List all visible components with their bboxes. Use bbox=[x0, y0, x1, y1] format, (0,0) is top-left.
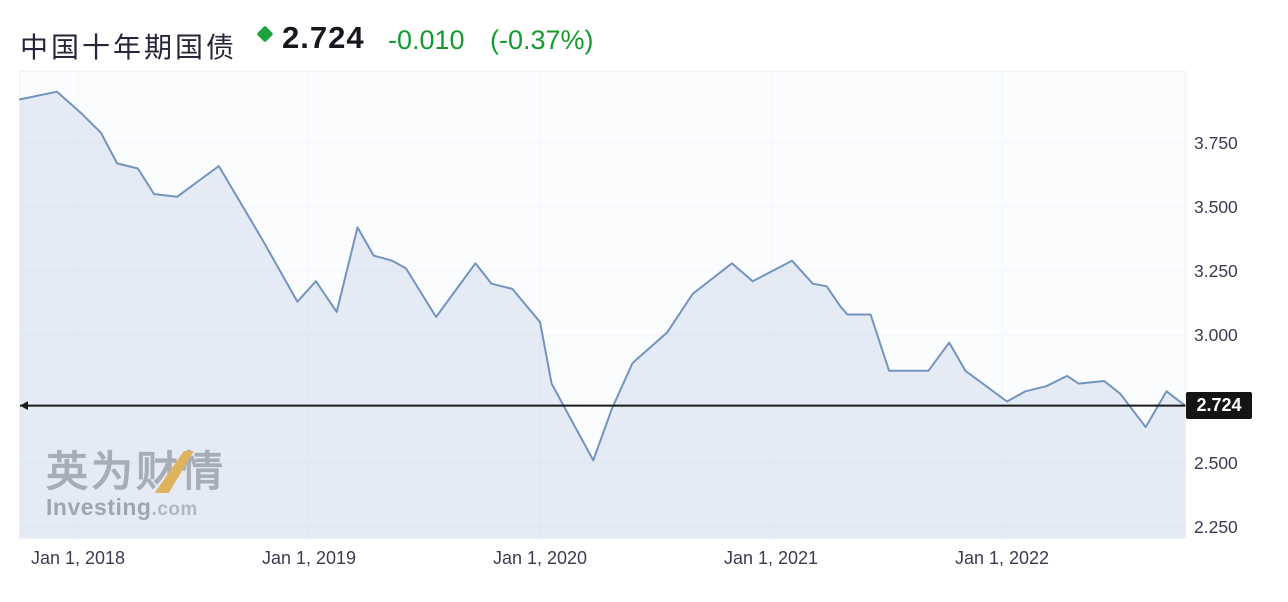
horizontal-gridlines bbox=[20, 142, 1185, 528]
chart-panel: 3.750 3.500 3.250 3.000 2.500 2.250 Jan 1, 20… bbox=[19, 72, 1252, 568]
current-price-badge: 2.724 bbox=[1186, 392, 1252, 419]
y-axis-tick-label: 2.500 bbox=[1194, 453, 1238, 473]
yield-series-line bbox=[19, 90, 1186, 462]
x-axis-tick-label: Jan 1, 2019 bbox=[261, 548, 357, 568]
x-axis-tick-label: Jan 1, 2020 bbox=[492, 548, 588, 568]
vertical-gridlines bbox=[77, 72, 1003, 538]
instrument-title: 中国十年期国债 bbox=[20, 32, 238, 63]
price-chart-canvas[interactable] bbox=[19, 72, 1186, 538]
y-axis-tick-label: 2.250 bbox=[1194, 517, 1238, 537]
price-direction-diamond-icon bbox=[256, 25, 274, 43]
investing-logo-chinese: 英为财情 bbox=[46, 448, 227, 495]
last-price: 2.724 bbox=[282, 20, 365, 55]
x-axis-tick-label: Jan 1, 2018 bbox=[30, 548, 126, 568]
area-fill bbox=[20, 91, 1185, 538]
y-axis-tick-label: 3.750 bbox=[1194, 133, 1238, 153]
price-change: -0.010 bbox=[388, 25, 465, 55]
y-axis-tick-label: 3.250 bbox=[1194, 261, 1238, 281]
price-change-percent: (-0.37%) bbox=[490, 25, 594, 55]
y-axis-tick-label: 3.500 bbox=[1194, 197, 1238, 217]
current-price-arrow-icon bbox=[20, 401, 28, 411]
x-axis-tick-label: Jan 1, 2022 bbox=[954, 548, 1050, 568]
y-axis-tick-label: 3.000 bbox=[1194, 325, 1238, 345]
investing-logo-english: Investing.com bbox=[46, 494, 198, 520]
x-axis-tick-label: Jan 1, 2021 bbox=[723, 548, 819, 568]
investing-logo[interactable]: 英为财情 Investing.com bbox=[46, 450, 226, 522]
